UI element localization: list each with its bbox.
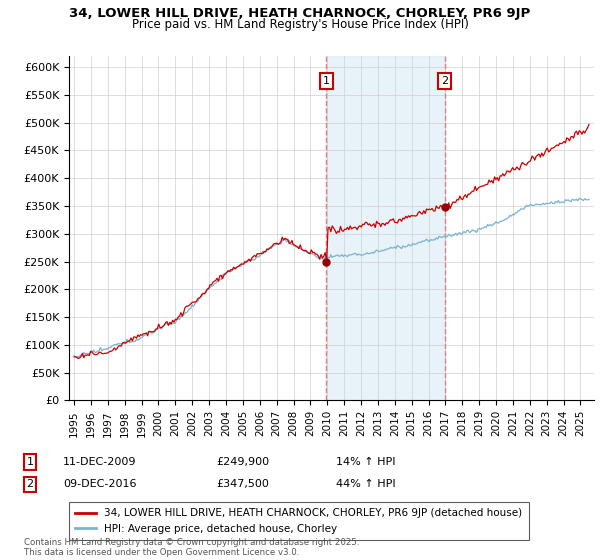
Text: 09-DEC-2016: 09-DEC-2016 — [63, 479, 137, 489]
Bar — [326, 56, 445, 400]
Text: 2: 2 — [26, 479, 34, 489]
Text: 14% ↑ HPI: 14% ↑ HPI — [336, 457, 395, 467]
Text: 1: 1 — [26, 457, 34, 467]
Text: Price paid vs. HM Land Registry's House Price Index (HPI): Price paid vs. HM Land Registry's House … — [131, 18, 469, 31]
Text: 2: 2 — [441, 76, 448, 86]
Text: 34, LOWER HILL DRIVE, HEATH CHARNOCK, CHORLEY, PR6 9JP: 34, LOWER HILL DRIVE, HEATH CHARNOCK, CH… — [70, 7, 530, 20]
Text: 11-DEC-2009: 11-DEC-2009 — [63, 457, 137, 467]
Legend: 34, LOWER HILL DRIVE, HEATH CHARNOCK, CHORLEY, PR6 9JP (detached house), HPI: Av: 34, LOWER HILL DRIVE, HEATH CHARNOCK, CH… — [69, 502, 529, 540]
Text: Contains HM Land Registry data © Crown copyright and database right 2025.
This d: Contains HM Land Registry data © Crown c… — [24, 538, 359, 557]
Text: £347,500: £347,500 — [216, 479, 269, 489]
Text: £249,900: £249,900 — [216, 457, 269, 467]
Text: 1: 1 — [323, 76, 330, 86]
Text: 44% ↑ HPI: 44% ↑ HPI — [336, 479, 395, 489]
